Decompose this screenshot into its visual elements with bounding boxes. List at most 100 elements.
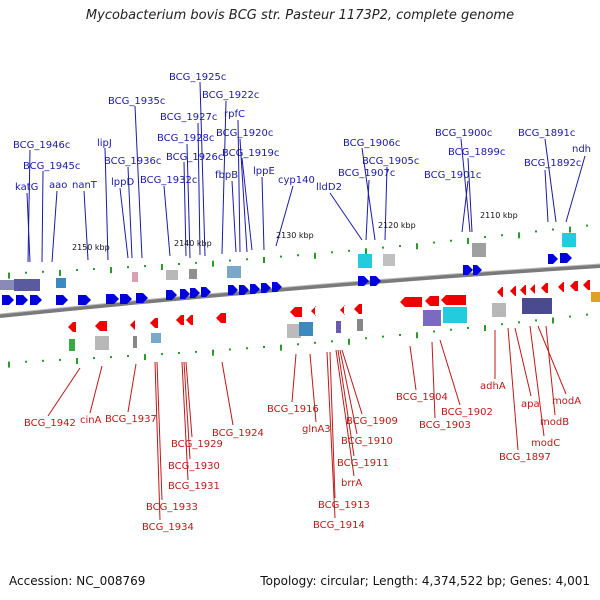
tick-mark [93,357,95,360]
leader-line [261,176,265,251]
tick-mark [586,313,588,316]
leader-line [545,325,556,416]
tick-mark [586,224,588,227]
gene-label: BCG_1900c [435,128,492,139]
leader-line [199,81,206,257]
leader-line [127,166,133,259]
gene-label: modC [531,438,560,449]
tick-mark [348,249,350,252]
gene-label: BCG_1910 [341,436,393,447]
reverse-gene-arrow [130,320,135,330]
leader-line [231,180,237,253]
forward-gene-arrow [239,285,249,295]
leader-line [83,190,89,261]
tick-mark [416,243,418,250]
gene-label: BCG_1901c [424,170,481,181]
gene-label: BCG_1922c [202,90,259,101]
gene-label: BCG_1911 [337,458,389,469]
tick-mark [76,268,78,271]
leader-line [181,361,189,481]
leader-line [197,122,201,256]
gene-label: BCG_1899c [448,147,505,158]
tick-mark [518,321,520,324]
tick-mark [484,236,486,239]
gene-label: BCG_1903 [419,420,471,431]
tick-mark [195,350,197,353]
tick-mark [535,319,537,322]
scale-label: 2150 kbp [72,243,110,252]
tick-mark [348,338,350,345]
gene-box [336,321,341,333]
gene-box [132,272,138,282]
reverse-gene-arrow [441,295,466,305]
gene-box [299,322,313,336]
leader-line [431,341,436,419]
tick-mark [501,234,503,237]
leader-line [275,185,294,247]
forward-gene-arrow [250,284,260,294]
leader-line [47,367,81,417]
gene-label: lppD [111,177,134,188]
leader-line [529,325,545,437]
forward-gene-arrow [463,265,473,275]
tick-mark [195,261,197,264]
gene-label: lldD2 [316,182,342,193]
forward-gene-arrow [201,287,211,297]
tick-mark [331,340,333,343]
tick-mark [297,343,299,346]
forward-gene-arrow [136,293,148,303]
leader-line [365,179,370,241]
reverse-gene-arrow [186,315,193,325]
leader-line [221,361,234,426]
tick-mark [110,267,112,274]
tick-mark [552,228,554,231]
gene-box [151,333,161,343]
reverse-gene-arrow [354,304,362,314]
leader-line [51,190,58,263]
tick-mark [161,264,163,271]
genome-summary-text: Topology: circular; Length: 4,374,522 bp… [260,574,590,588]
leader-line [514,327,532,397]
forward-gene-arrow [16,295,28,305]
gene-label: BCG_1902 [441,407,493,418]
forward-gene-arrow [56,295,68,305]
gene-box [357,319,363,331]
leader-line [341,349,363,415]
gene-label: BCG_1904 [396,392,448,403]
gene-label: BCG_1907c [338,168,395,179]
gene-label: nanT [72,180,98,191]
gene-box [56,278,66,288]
gene-box [14,279,40,291]
tick-mark [25,271,27,274]
leader-line [565,155,586,223]
leader-line [119,187,129,259]
forward-gene-arrow [358,276,369,286]
page-title: Mycobacterium bovis BCG str. Pasteur 117… [85,8,515,23]
tick-mark [246,347,248,350]
tick-mark [59,358,61,361]
tick-mark [297,254,299,257]
forward-gene-arrow [228,285,238,295]
tick-mark [127,266,129,269]
gene-label: BCG_1937 [105,414,157,425]
tick-mark [161,353,163,356]
leader-line [544,169,549,223]
scale-label: 2120 kbp [378,221,416,230]
reverse-gene-arrow [497,287,503,297]
reverse-gene-arrow [150,318,158,328]
leader-line [339,349,358,435]
gene-label: aao [49,180,67,191]
tick-mark [76,357,78,364]
gene-label: BCG_1926c [166,152,223,163]
tick-mark [535,230,537,233]
gene-box [0,280,14,290]
gene-label: BCG_1935c [108,96,165,107]
gene-label: BCG_1931 [168,481,220,492]
gene-box [423,310,441,326]
gene-label: modA [552,396,581,407]
gene-label: BCG_1928c [157,133,214,144]
gene-label: BCG_1909 [346,416,398,427]
gene-labels: 2150 kbp 2140 kbp 2130 kbp 2120 kbp 2110… [13,72,591,533]
gene-label: BCG_1932c [140,175,197,186]
leader-line [544,138,557,223]
